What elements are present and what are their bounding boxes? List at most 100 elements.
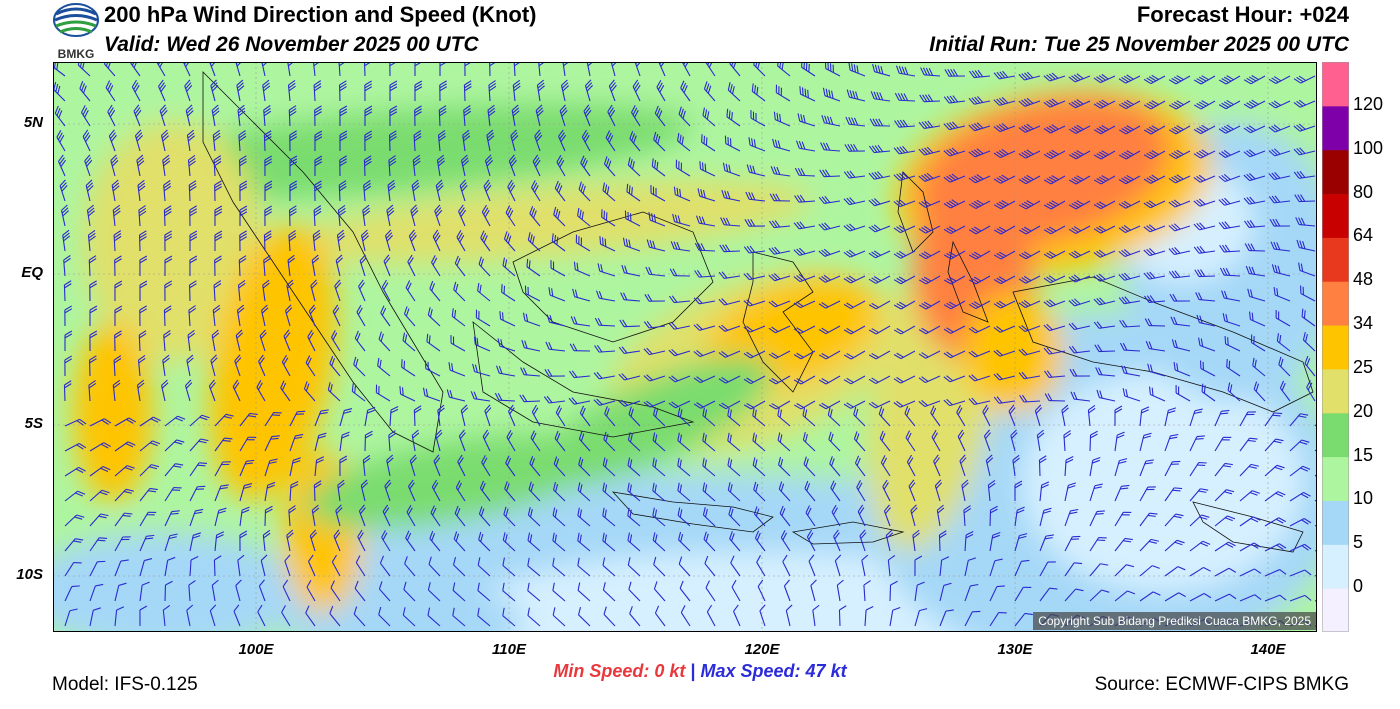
wind-barb	[453, 281, 466, 302]
wind-barb	[214, 255, 222, 277]
wind-barb	[311, 254, 320, 277]
wind-barb	[1164, 592, 1186, 602]
wind-barb	[428, 556, 441, 577]
wind-barb	[287, 254, 296, 277]
wind-barb	[264, 155, 273, 177]
wind-barb	[1093, 175, 1116, 185]
wind-barb	[868, 375, 891, 385]
wind-barb	[793, 325, 816, 334]
map-frame	[53, 62, 1317, 632]
wind-barb	[643, 347, 666, 356]
wind-barb	[160, 129, 170, 152]
wind-barb	[164, 556, 176, 577]
wind-barb	[105, 80, 116, 102]
wind-barb	[189, 485, 206, 502]
wind-barb	[502, 582, 516, 602]
wind-barb	[919, 94, 941, 103]
wind-barb	[620, 292, 641, 302]
wind-barb	[652, 482, 666, 502]
wind-barb	[305, 355, 316, 377]
wind-barb	[212, 304, 221, 327]
wind-barb	[388, 155, 397, 177]
wind-barb	[806, 529, 816, 552]
wind-barb	[164, 510, 180, 527]
wind-barb	[750, 110, 766, 127]
wind-barb	[556, 154, 566, 177]
wind-barb	[535, 104, 544, 127]
wind-barb	[1093, 321, 1116, 329]
wind-barb	[893, 375, 916, 384]
wind-barb	[289, 205, 297, 227]
wind-barb	[729, 531, 741, 552]
wind-barb	[505, 205, 516, 227]
wind-barb	[938, 530, 947, 552]
wind-barb	[260, 304, 269, 327]
colorbar-segment	[1322, 237, 1349, 282]
wind-barb	[887, 554, 896, 577]
wind-barb	[1302, 332, 1316, 352]
wind-barb	[918, 399, 941, 408]
wind-barb	[718, 324, 741, 332]
wind-barb	[744, 218, 766, 227]
wind-barb	[164, 439, 185, 452]
wind-barb	[484, 404, 492, 427]
wind-barb	[237, 554, 245, 577]
wind-barb	[163, 205, 172, 227]
wind-barb	[86, 204, 95, 227]
wind-barb	[329, 605, 341, 627]
wind-barb	[64, 585, 80, 602]
wind-barb	[1043, 124, 1066, 134]
wind-barb	[964, 583, 979, 602]
wind-barb	[214, 507, 227, 527]
wind-barb	[1239, 411, 1256, 427]
wind-barb	[968, 199, 991, 209]
wind-barb	[536, 79, 545, 102]
wind-barb	[918, 225, 941, 234]
wind-barb	[162, 604, 171, 627]
wind-barb	[426, 333, 441, 352]
wind-barb	[114, 465, 135, 477]
wind-barb	[573, 261, 591, 277]
wind-barb	[188, 580, 196, 602]
wind-barb	[1139, 406, 1150, 427]
wind-barb	[482, 429, 491, 452]
wind-barb	[89, 607, 101, 627]
wind-barb	[943, 121, 966, 131]
wind-barbs	[53, 62, 1317, 627]
wind-barb	[650, 185, 666, 202]
wind-barb	[768, 273, 791, 282]
wind-barb	[1275, 310, 1291, 327]
wind-barb	[1201, 383, 1216, 402]
wind-barb	[908, 479, 916, 502]
wind-barb	[782, 554, 791, 577]
wind-barb	[550, 260, 566, 277]
wind-barb	[748, 137, 766, 152]
wind-barb	[131, 79, 141, 102]
copyright-notice: Copyright Sub Bidang Prediksi Cuaca BMKG…	[1033, 612, 1316, 630]
wind-barb	[499, 311, 516, 327]
wind-barb	[936, 504, 945, 527]
wind-barb	[868, 350, 891, 360]
wind-barb	[943, 375, 966, 383]
wind-barb	[743, 299, 766, 307]
wind-barb	[234, 354, 242, 377]
wind-barb	[1114, 458, 1128, 477]
wind-barb	[772, 138, 791, 152]
wind-barb	[768, 300, 791, 308]
wind-barb	[427, 307, 441, 327]
wind-barb	[239, 530, 248, 552]
wind-barb	[189, 532, 201, 552]
wind-barb	[1043, 225, 1066, 235]
wind-barb	[678, 106, 691, 127]
wind-barb	[1293, 123, 1316, 132]
colorbar-label: 25	[1353, 356, 1374, 377]
wind-barb	[210, 79, 219, 102]
wind-barb	[512, 79, 521, 102]
wind-barb	[672, 213, 691, 227]
wind-barb	[239, 412, 258, 427]
wind-barb	[186, 129, 195, 152]
wind-barb	[455, 480, 466, 502]
wind-barb	[553, 456, 566, 477]
wind-barb	[1239, 463, 1259, 477]
wind-barb	[89, 330, 98, 352]
